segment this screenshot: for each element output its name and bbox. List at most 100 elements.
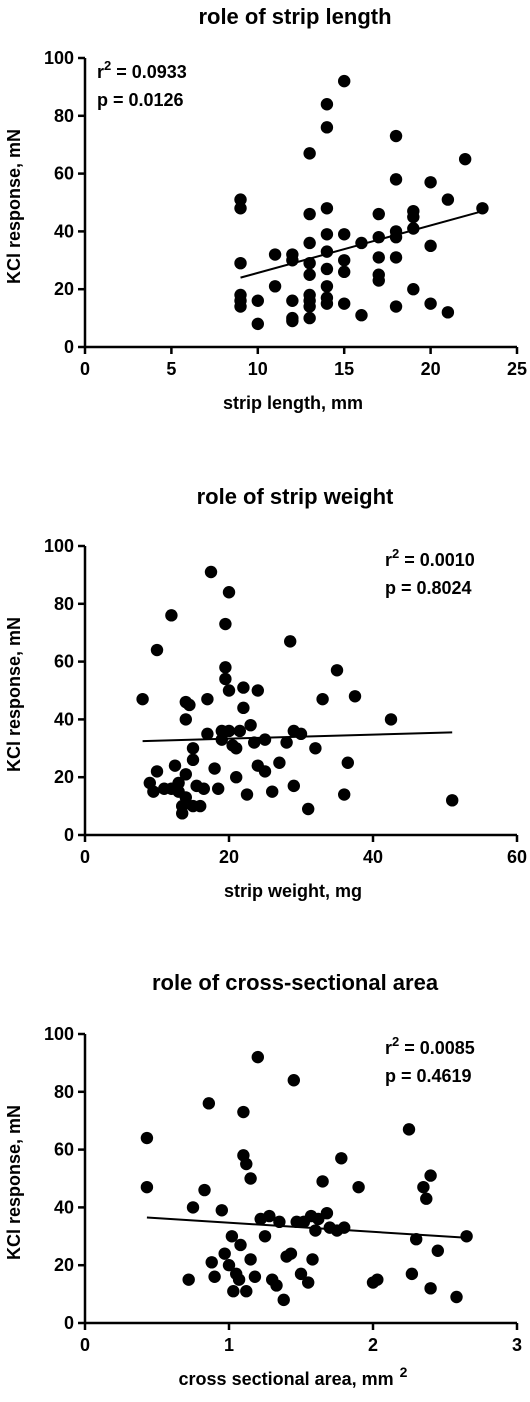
chart-2-data-point bbox=[136, 692, 149, 706]
chart-3-y-tick-label: 80 bbox=[54, 1082, 74, 1102]
chart-3-data-point bbox=[248, 1270, 262, 1283]
chart-1-data-point bbox=[407, 210, 420, 224]
chart-3-data-point bbox=[263, 1209, 276, 1223]
chart-1-data-point bbox=[251, 294, 264, 307]
chart-2-y-tick-label: 0 bbox=[64, 825, 74, 845]
chart-3-r2-label: r2 = 0.0085 bbox=[385, 1034, 475, 1058]
chart-2-data-point bbox=[219, 672, 232, 686]
chart-2-data-point bbox=[147, 785, 160, 798]
chart-1-data-point bbox=[389, 300, 403, 313]
chart-2-data-point bbox=[316, 692, 329, 706]
chart-1-data-point bbox=[303, 236, 316, 250]
chart-1-data-point bbox=[407, 222, 420, 235]
chart-1-data-point bbox=[389, 173, 403, 186]
chart-3-data-point bbox=[277, 1293, 290, 1307]
chart-1-data-point bbox=[320, 262, 334, 276]
chart-1-data-point bbox=[424, 239, 437, 253]
chart-2-data-point bbox=[197, 782, 210, 795]
chart-3-data-point bbox=[237, 1105, 250, 1119]
chart-3-data-point bbox=[302, 1276, 315, 1289]
chart-2-y-tick-label: 60 bbox=[54, 652, 74, 672]
chart-3-data-point bbox=[208, 1270, 221, 1283]
chart-1-data-point bbox=[303, 256, 316, 270]
chart-1-data-point bbox=[320, 98, 334, 111]
chart-3-data-point bbox=[320, 1206, 334, 1220]
chart-2-data-point bbox=[186, 753, 200, 767]
chart-2-y-label: KCl response, mN bbox=[4, 617, 24, 772]
chart-2-data-point bbox=[179, 713, 192, 726]
chart-3-data-point bbox=[202, 1097, 216, 1110]
chart-1-y-tick-label: 80 bbox=[54, 106, 74, 126]
chart-1-data-point bbox=[338, 265, 351, 279]
chart-1-data-point bbox=[338, 74, 351, 88]
chart-2-data-point bbox=[150, 765, 164, 778]
chart-2-data-point bbox=[258, 765, 272, 778]
chart-3-x-label: cross sectional area, mm 2 bbox=[179, 1364, 408, 1389]
chart-1-data-point bbox=[234, 300, 247, 313]
chart-2-data-point bbox=[273, 756, 286, 769]
chart-2-y-tick-label: 80 bbox=[54, 594, 74, 614]
chart-2-data-point bbox=[244, 718, 257, 732]
chart-2-data-point bbox=[219, 617, 232, 631]
chart-3-data-point bbox=[218, 1247, 231, 1260]
chart-3-data-point bbox=[450, 1290, 463, 1304]
chart-2-p-label: p = 0.8024 bbox=[385, 578, 472, 598]
chart-2-data-point bbox=[179, 768, 192, 781]
chart-2-x-label: strip weight, mg bbox=[224, 881, 362, 901]
chart-3-data-point bbox=[405, 1267, 419, 1281]
chart-2-data-point bbox=[208, 762, 221, 775]
chart-1-title: role of strip length bbox=[198, 4, 391, 29]
chart-2-data-point bbox=[341, 756, 354, 769]
chart-1-data-point bbox=[320, 245, 334, 258]
chart-2-data-point bbox=[446, 794, 459, 807]
chart-3-data-point bbox=[222, 1259, 236, 1272]
chart-2-data-point bbox=[384, 713, 398, 726]
chart-2-data-point bbox=[302, 802, 315, 816]
chart-3-data-point bbox=[431, 1244, 444, 1257]
chart-3-data-point bbox=[424, 1169, 437, 1182]
chart-1-data-point bbox=[372, 230, 385, 244]
chart-1-data-point bbox=[476, 202, 489, 215]
chart-2-x-tick-label: 40 bbox=[363, 847, 383, 867]
chart-2-data-point bbox=[266, 785, 279, 798]
chart-1-data-point bbox=[389, 251, 403, 264]
chart-1-y-label: KCl response, mN bbox=[4, 129, 24, 284]
chart-1-data-point bbox=[268, 248, 282, 261]
chart-2-data-point bbox=[348, 690, 362, 703]
chart-1-data-point bbox=[303, 207, 316, 221]
chart-1-data-point bbox=[320, 280, 334, 293]
chart-1-data-point bbox=[372, 274, 385, 287]
chart-2-y-tick-label: 40 bbox=[54, 709, 74, 729]
chart-3-data-point bbox=[244, 1172, 257, 1185]
chart-2-data-point bbox=[309, 742, 322, 755]
chart-1-y-tick-label: 40 bbox=[54, 221, 74, 241]
chart-1-data-point bbox=[286, 294, 299, 307]
chart-2-r2-label: r2 = 0.0010 bbox=[385, 546, 475, 570]
chart-2-data-point bbox=[284, 635, 297, 648]
chart-3-p-label: p = 0.4619 bbox=[385, 1066, 472, 1086]
chart-1-y-tick-label: 60 bbox=[54, 164, 74, 184]
chart-1-x-tick-label: 15 bbox=[334, 359, 354, 379]
chart-3-x-tick-label: 1 bbox=[224, 1335, 234, 1355]
chart-3-y-tick-label: 40 bbox=[54, 1197, 74, 1217]
chart-2-data-point bbox=[179, 791, 192, 804]
chart-1-x-tick-label: 20 bbox=[421, 359, 441, 379]
chart-1-data-point bbox=[303, 147, 316, 160]
chart-1-data-point bbox=[251, 317, 264, 331]
chart-1-x-tick-label: 5 bbox=[166, 359, 176, 379]
chart-2-data-point bbox=[222, 586, 236, 599]
chart-1-data-point bbox=[303, 268, 316, 281]
chart-1-data-point bbox=[407, 283, 420, 296]
chart-3-x-tick-label: 2 bbox=[368, 1335, 378, 1355]
chart-3-data-point bbox=[410, 1232, 423, 1246]
chart-2-title: role of strip weight bbox=[197, 484, 394, 509]
chart-1-y-tick-label: 20 bbox=[54, 279, 74, 299]
chart-3-data-point bbox=[244, 1253, 257, 1266]
chart-3-y-tick-label: 0 bbox=[64, 1313, 74, 1333]
chart-3-data-point bbox=[186, 1201, 200, 1214]
chart-1-data-point bbox=[338, 228, 351, 241]
chart-3-data-point bbox=[294, 1267, 308, 1281]
chart-1-x-tick-label: 10 bbox=[248, 359, 268, 379]
chart-1-x-label: strip length, mm bbox=[223, 393, 363, 413]
